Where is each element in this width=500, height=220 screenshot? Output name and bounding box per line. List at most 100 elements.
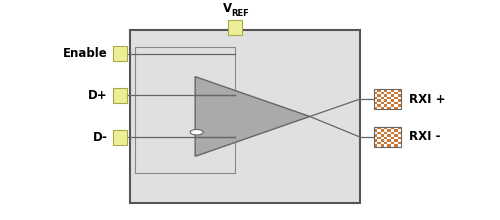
Bar (388, 144, 391, 147)
Bar (113, 130, 127, 145)
Bar (384, 134, 388, 137)
Bar (374, 144, 377, 147)
Bar (380, 104, 384, 107)
Bar (380, 132, 384, 134)
Bar (388, 92, 391, 94)
Bar (377, 107, 380, 109)
Bar (398, 94, 401, 97)
Bar (374, 129, 377, 132)
Bar (398, 127, 401, 129)
Bar (398, 137, 401, 139)
Bar (374, 94, 377, 97)
Bar (391, 92, 394, 94)
Bar (377, 142, 380, 144)
Bar (374, 89, 401, 109)
Bar (388, 99, 391, 102)
Bar (136, 47, 235, 173)
Bar (377, 97, 380, 99)
Bar (394, 97, 398, 99)
Bar (391, 94, 394, 97)
Bar (391, 99, 394, 102)
Bar (384, 97, 388, 99)
Bar (374, 97, 377, 99)
Bar (380, 139, 384, 142)
Bar (384, 104, 388, 107)
Bar (398, 97, 401, 99)
Bar (388, 107, 391, 109)
Bar (384, 142, 388, 144)
Bar (384, 94, 388, 97)
Bar (377, 127, 380, 129)
Bar (398, 142, 401, 144)
Bar (130, 30, 360, 203)
Bar (388, 139, 391, 142)
Bar (377, 99, 380, 102)
Text: REF: REF (232, 9, 250, 18)
Bar (374, 127, 401, 147)
Bar (394, 92, 398, 94)
Bar (384, 107, 388, 109)
Bar (394, 99, 398, 102)
Polygon shape (195, 77, 310, 156)
Bar (377, 129, 380, 132)
Bar (374, 127, 377, 129)
Bar (394, 127, 398, 129)
Bar (377, 132, 380, 134)
Bar (377, 92, 380, 94)
Bar (388, 132, 391, 134)
Text: Enable: Enable (63, 47, 108, 60)
Bar (391, 97, 394, 99)
Bar (380, 89, 384, 92)
Bar (384, 129, 388, 132)
Bar (380, 144, 384, 147)
Bar (384, 89, 388, 92)
Bar (388, 134, 391, 137)
Bar (391, 89, 394, 92)
Bar (377, 137, 380, 139)
Bar (394, 137, 398, 139)
Bar (228, 20, 241, 35)
Bar (380, 134, 384, 137)
Bar (380, 142, 384, 144)
Bar (398, 102, 401, 104)
Bar (377, 94, 380, 97)
Bar (380, 99, 384, 102)
Bar (374, 107, 377, 109)
Bar (391, 104, 394, 107)
Bar (391, 102, 394, 104)
Bar (384, 137, 388, 139)
Bar (391, 132, 394, 134)
Bar (380, 129, 384, 132)
Bar (394, 107, 398, 109)
Bar (394, 132, 398, 134)
Bar (398, 107, 401, 109)
Bar (388, 104, 391, 107)
Bar (374, 89, 377, 92)
Bar (384, 127, 388, 129)
Bar (374, 102, 377, 104)
Bar (394, 102, 398, 104)
Text: RXI +: RXI + (408, 93, 445, 106)
Bar (380, 137, 384, 139)
Bar (398, 99, 401, 102)
Bar (398, 134, 401, 137)
Bar (398, 92, 401, 94)
Bar (374, 139, 377, 142)
Bar (388, 89, 391, 92)
Bar (398, 89, 401, 92)
Bar (388, 129, 391, 132)
Bar (377, 104, 380, 107)
Bar (377, 144, 380, 147)
Bar (377, 134, 380, 137)
Bar (398, 104, 401, 107)
Bar (380, 107, 384, 109)
Bar (374, 99, 377, 102)
Bar (384, 144, 388, 147)
Bar (380, 102, 384, 104)
Bar (113, 88, 127, 103)
Bar (394, 142, 398, 144)
Bar (374, 92, 377, 94)
Bar (391, 127, 394, 129)
Bar (384, 99, 388, 102)
Bar (398, 139, 401, 142)
